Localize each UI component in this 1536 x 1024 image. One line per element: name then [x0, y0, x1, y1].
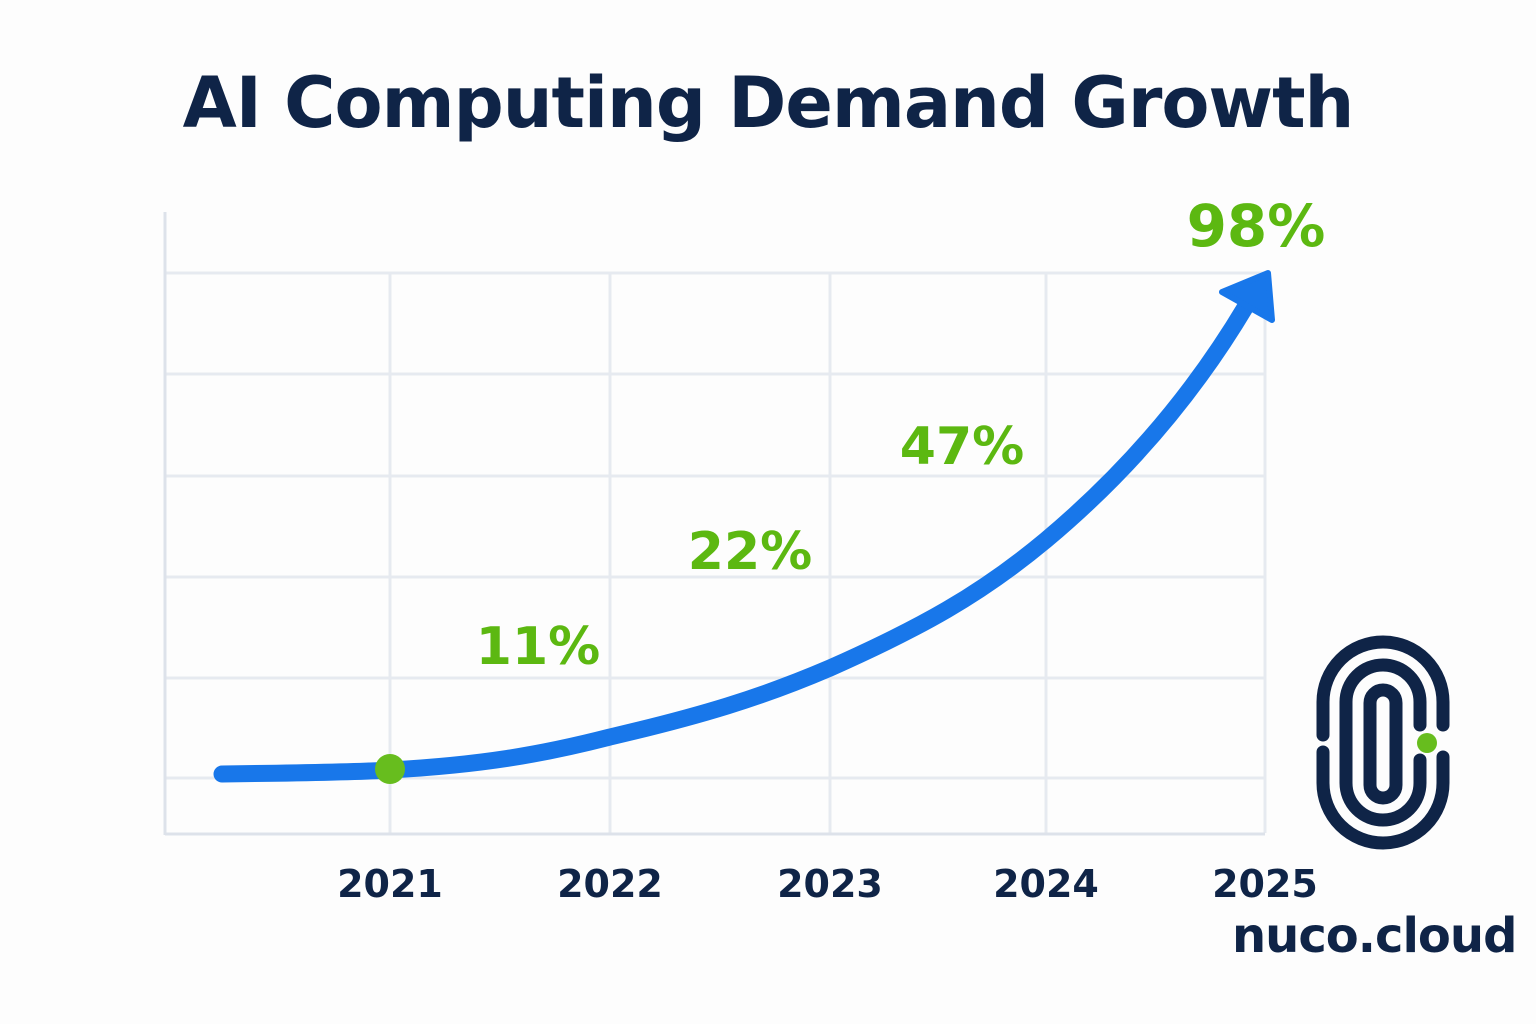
- data-label: 11%: [476, 617, 600, 677]
- logo-inner-ring: [1363, 683, 1403, 805]
- logo-green-dot: [1417, 733, 1437, 753]
- x-tick-label: 2024: [993, 862, 1099, 906]
- x-tick-label: 2022: [557, 862, 663, 906]
- chart-title: AI Computing Demand Growth: [182, 62, 1355, 144]
- highlight-point: [375, 754, 405, 784]
- logo-outer-ring-bottom: [1316, 745, 1450, 850]
- nuco-cloud-logo: [1316, 635, 1450, 850]
- x-tick-label: 2025: [1212, 862, 1318, 906]
- logo-outer-ring-top: [1316, 635, 1450, 742]
- logo-middle-ring: [1339, 658, 1427, 827]
- data-label: 98%: [1187, 192, 1326, 260]
- x-tick-label: 2021: [337, 862, 443, 906]
- data-label: 22%: [688, 522, 812, 582]
- data-label: 47%: [900, 417, 1024, 477]
- arrow-head: [1219, 270, 1275, 323]
- brand-name: nuco.cloud: [1232, 908, 1517, 964]
- x-tick-label: 2023: [777, 862, 883, 906]
